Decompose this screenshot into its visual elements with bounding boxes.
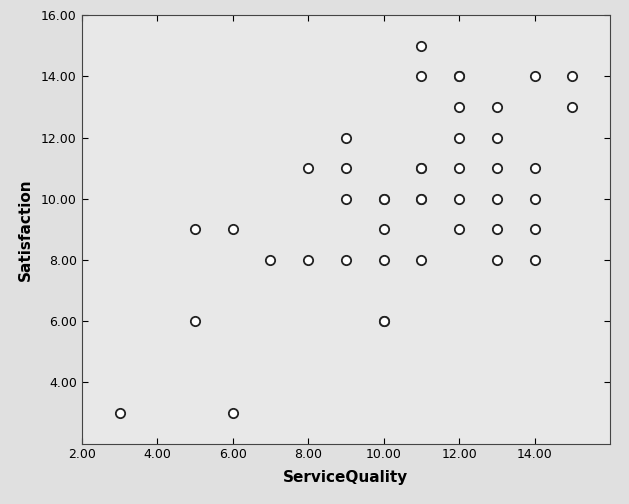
Point <box>454 164 464 172</box>
Point <box>341 134 351 142</box>
Point <box>416 164 426 172</box>
Point <box>492 195 502 203</box>
Point <box>379 195 389 203</box>
Point <box>416 42 426 50</box>
Point <box>492 103 502 111</box>
Point <box>416 72 426 80</box>
Point <box>416 164 426 172</box>
Point <box>416 195 426 203</box>
Point <box>492 164 502 172</box>
Point <box>379 317 389 325</box>
Point <box>341 164 351 172</box>
X-axis label: ServiceQuality: ServiceQuality <box>283 470 409 485</box>
Point <box>567 72 577 80</box>
Point <box>567 103 577 111</box>
Point <box>114 409 125 417</box>
Point <box>492 225 502 233</box>
Point <box>416 195 426 203</box>
Point <box>530 225 540 233</box>
Point <box>379 256 389 264</box>
Point <box>454 195 464 203</box>
Point <box>454 225 464 233</box>
Point <box>454 72 464 80</box>
Point <box>379 195 389 203</box>
Point <box>454 72 464 80</box>
Point <box>379 225 389 233</box>
Point <box>530 72 540 80</box>
Point <box>228 409 238 417</box>
Point <box>303 256 313 264</box>
Point <box>190 225 200 233</box>
Point <box>530 164 540 172</box>
Point <box>492 256 502 264</box>
Point <box>341 256 351 264</box>
Point <box>454 134 464 142</box>
Point <box>265 256 276 264</box>
Point <box>454 103 464 111</box>
Point <box>379 317 389 325</box>
Point <box>228 225 238 233</box>
Point <box>530 256 540 264</box>
Point <box>341 195 351 203</box>
Y-axis label: Satisfaction: Satisfaction <box>18 178 33 281</box>
Point <box>416 256 426 264</box>
Point <box>492 134 502 142</box>
Point <box>303 164 313 172</box>
Point <box>190 317 200 325</box>
Point <box>530 195 540 203</box>
